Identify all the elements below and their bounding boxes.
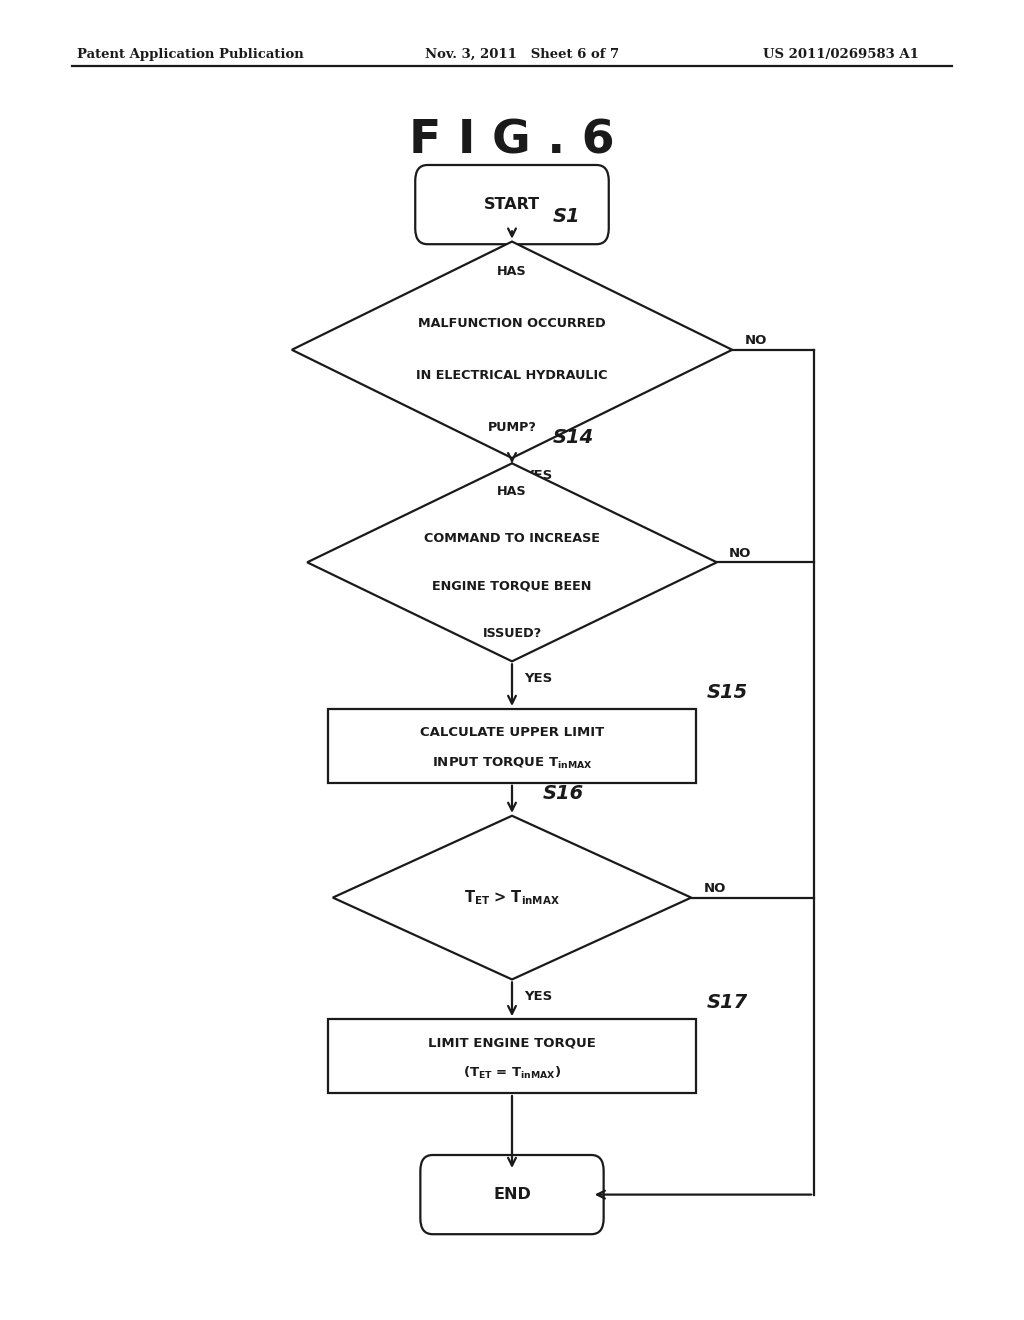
Text: S14: S14: [553, 429, 594, 447]
Text: Nov. 3, 2011   Sheet 6 of 7: Nov. 3, 2011 Sheet 6 of 7: [425, 48, 620, 61]
FancyBboxPatch shape: [416, 165, 608, 244]
Text: LIMIT ENGINE TORQUE: LIMIT ENGINE TORQUE: [428, 1036, 596, 1049]
Text: END: END: [494, 1187, 530, 1203]
Text: HAS: HAS: [498, 484, 526, 498]
Text: NO: NO: [729, 546, 752, 560]
Bar: [328, 1019, 696, 1093]
Text: S15: S15: [707, 684, 748, 702]
Text: F I G . 6: F I G . 6: [410, 119, 614, 164]
Bar: [328, 709, 696, 783]
Text: US 2011/0269583 A1: US 2011/0269583 A1: [763, 48, 919, 61]
FancyBboxPatch shape: [420, 1155, 603, 1234]
Polygon shape: [292, 242, 732, 458]
Text: YES: YES: [524, 990, 553, 1003]
Text: Patent Application Publication: Patent Application Publication: [77, 48, 303, 61]
Text: CALCULATE UPPER LIMIT: CALCULATE UPPER LIMIT: [420, 726, 604, 739]
Text: MALFUNCTION OCCURRED: MALFUNCTION OCCURRED: [418, 317, 606, 330]
Text: PUMP?: PUMP?: [487, 421, 537, 434]
Text: ENGINE TORQUE BEEN: ENGINE TORQUE BEEN: [432, 579, 592, 593]
Text: S16: S16: [543, 784, 584, 803]
Text: NO: NO: [744, 334, 767, 347]
Text: HAS: HAS: [498, 265, 526, 279]
Text: NO: NO: [703, 882, 726, 895]
Text: ($\mathbf{T}_{\mathbf{ET}}$ = $\mathbf{T}_{\mathbf{inMAX}}$): ($\mathbf{T}_{\mathbf{ET}}$ = $\mathbf{T…: [463, 1065, 561, 1081]
Polygon shape: [333, 816, 691, 979]
Text: ISSUED?: ISSUED?: [482, 627, 542, 640]
Text: COMMAND TO INCREASE: COMMAND TO INCREASE: [424, 532, 600, 545]
Text: YES: YES: [524, 672, 553, 685]
Polygon shape: [307, 463, 717, 661]
Text: START: START: [484, 197, 540, 213]
Text: INPUT TORQUE $\mathbf{T}_{\mathbf{inMAX}}$: INPUT TORQUE $\mathbf{T}_{\mathbf{inMAX}…: [432, 755, 592, 771]
Text: YES: YES: [524, 469, 553, 482]
Text: $\mathbf{T}_{\mathbf{ET}}$ > $\mathbf{T}_{\mathbf{inMAX}}$: $\mathbf{T}_{\mathbf{ET}}$ > $\mathbf{T}…: [464, 888, 560, 907]
Text: S1: S1: [553, 207, 581, 226]
Text: IN ELECTRICAL HYDRAULIC: IN ELECTRICAL HYDRAULIC: [416, 370, 608, 383]
Text: S17: S17: [707, 994, 748, 1012]
